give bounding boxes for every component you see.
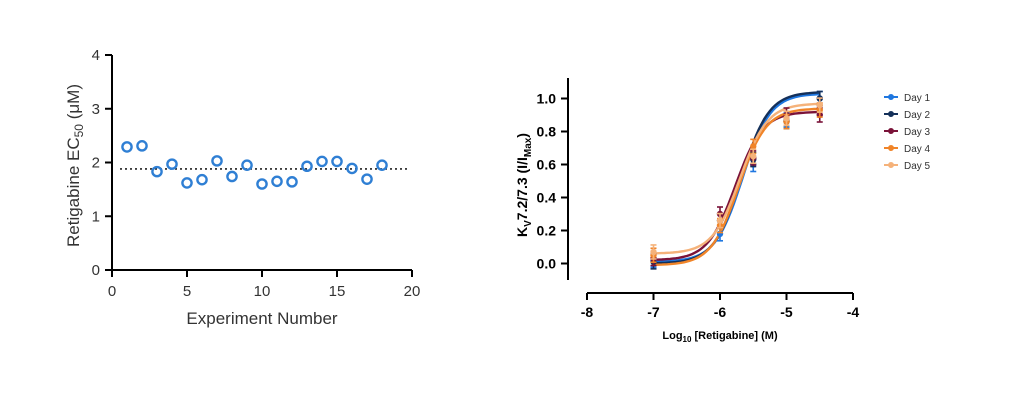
ec50-data-point — [256, 178, 268, 190]
x-tick-label: -5 — [780, 304, 793, 320]
ec50-data-point — [346, 162, 358, 175]
data-point-day-5 — [750, 153, 757, 160]
y-axis-label: KV7.2/7.3 (I/IMax) — [514, 133, 534, 237]
y-tick-label: 3 — [92, 101, 100, 118]
ec50-data-point — [121, 141, 133, 153]
ec50-data-point — [226, 170, 238, 183]
y-tick-label: 0.4 — [537, 190, 557, 206]
x-tick-label: -6 — [714, 304, 727, 320]
ec50-data-point — [376, 159, 388, 171]
fit-curve-day-4 — [653, 107, 820, 266]
legend-label: Day 4 — [904, 144, 931, 155]
y-axis-label-subscript: V — [523, 220, 534, 227]
y-tick-label: 4 — [92, 47, 100, 64]
y-tick-label: 0 — [92, 262, 100, 279]
legend-marker — [888, 94, 894, 100]
y-tick-label: 0.6 — [537, 157, 557, 173]
y-axis-label-subscript: 50 — [72, 124, 86, 138]
fit-curve-day-1 — [653, 93, 820, 263]
data-point-day-5 — [716, 217, 724, 224]
y-axis-label-unit: (μM) — [64, 84, 83, 124]
y-axis-label-subscript-max: Max — [523, 137, 534, 157]
ec50-data-point — [286, 176, 298, 188]
fit-curve-day-2 — [653, 91, 820, 265]
fit-curve-day-5 — [653, 102, 820, 255]
ec50-data-point — [136, 140, 148, 152]
ec50-scatter-chart: 0 1 2 3 4 0 5 10 15 20 Experiment Number Retigabine… — [64, 47, 420, 328]
data-point-day-5 — [783, 115, 790, 122]
y-tick-label: 0.8 — [537, 124, 557, 140]
y-tick-label: 0.0 — [537, 256, 557, 272]
x-tick-label: -8 — [581, 304, 594, 320]
y-tick-label: 2 — [92, 155, 100, 172]
ec50-data-point — [316, 155, 328, 168]
y-axis-label-middle: 7.2/7.3 (I/I — [514, 157, 530, 220]
data-point-day-4 — [750, 143, 757, 150]
legend-label: Day 3 — [904, 127, 931, 138]
ec50-data-point — [196, 173, 208, 186]
legend-marker — [888, 111, 894, 117]
ec50-data-point — [301, 160, 313, 173]
fit-curve-day-3 — [653, 110, 820, 261]
ec50-data-point — [241, 159, 253, 171]
y-axis-label-main: K — [514, 227, 530, 237]
legend-marker — [888, 128, 894, 134]
x-axis-label-main: Log — [662, 330, 682, 342]
ec50-data-point — [151, 165, 163, 178]
concentration-response-chart: 0.0 0.2 0.4 0.6 0.8 1.0 -8 -7 -6 -5 -4 Day 1 Day 2 Da… — [514, 78, 931, 344]
x-tick-label: 10 — [254, 283, 271, 300]
ec50-data-point — [181, 177, 193, 189]
x-tick-label: 5 — [183, 283, 191, 300]
x-axis-label-rest: [Retigabine] (M) — [691, 330, 777, 342]
ec50-data-point — [271, 175, 283, 188]
x-tick-label: -7 — [647, 304, 660, 320]
ec50-data-point — [211, 155, 223, 167]
x-tick-label: 20 — [404, 283, 421, 300]
legend-marker — [888, 145, 894, 151]
y-tick-label: 0.2 — [537, 223, 557, 239]
x-axis-label: Experiment Number — [186, 309, 338, 328]
y-axis-label-main: Retigabine EC — [64, 137, 83, 247]
ec50-data-point — [361, 173, 373, 185]
legend-label: Day 5 — [904, 161, 931, 172]
ec50-data-point — [331, 155, 343, 168]
legend-label: Day 1 — [904, 93, 931, 104]
y-tick-label: 1.0 — [537, 91, 557, 107]
y-axis-label-end: ) — [514, 133, 530, 138]
y-axis-label: Retigabine EC50 (μM) — [64, 84, 86, 247]
x-tick-label: -4 — [847, 304, 860, 320]
legend-marker — [888, 162, 894, 168]
x-axis-label: Log10 [Retigabine] (M) — [662, 330, 778, 344]
legend-label: Day 2 — [904, 110, 931, 121]
y-tick-label: 1 — [92, 208, 100, 225]
x-tick-label: 15 — [329, 283, 346, 300]
x-axis-label-subscript: 10 — [683, 335, 692, 344]
data-point-day-5 — [650, 248, 657, 256]
data-point-day-5 — [816, 101, 823, 109]
ec50-data-point — [166, 158, 178, 170]
x-tick-label: 0 — [108, 283, 116, 300]
